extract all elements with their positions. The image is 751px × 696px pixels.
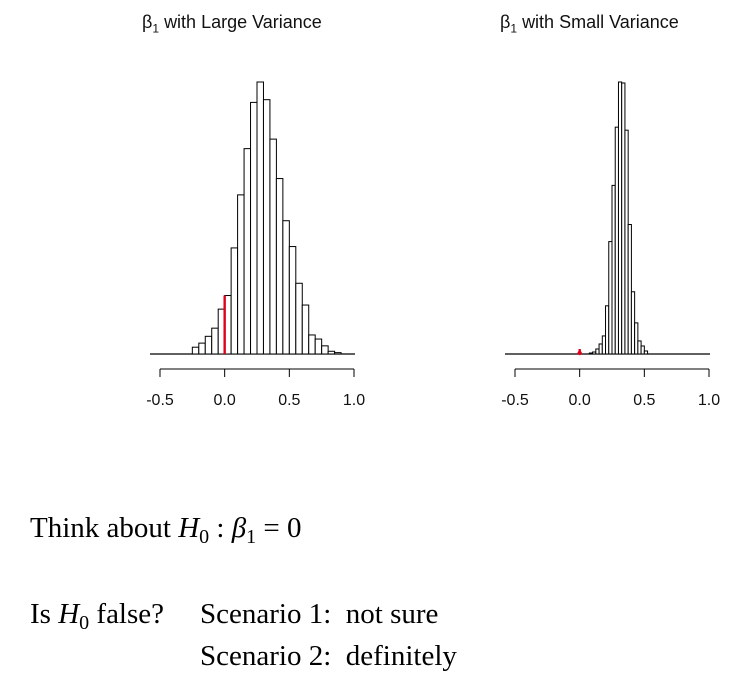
chart-title-small-variance: β1 with Small Variance (500, 12, 679, 36)
histogram-bar (243, 148, 252, 355)
hypothesis-line: Think about H0 : β1 = 0 (30, 512, 302, 549)
histogram-bar (295, 282, 303, 355)
beta1-symbol: β1 (231, 512, 256, 548)
title-text: with Small Variance (522, 12, 679, 32)
title-beta-symbol: β (142, 12, 153, 32)
equals-zero: = 0 (263, 512, 302, 544)
histogram-bar (262, 99, 271, 355)
title-beta-symbol: β (500, 12, 511, 32)
histogram-bar (314, 338, 323, 355)
colon: : (216, 512, 225, 544)
h-subscript: 0 (199, 526, 210, 548)
histogram-bar (275, 178, 284, 355)
histogram-bar (269, 138, 277, 355)
histogram-bar (327, 350, 336, 355)
h-subscript: 0 (79, 612, 90, 634)
hypothesis-prefix: Think about (30, 512, 171, 544)
x-tick-label: 1.0 (343, 392, 365, 409)
histogram-bar (334, 352, 342, 355)
question-line: Is H0 false? (30, 598, 164, 635)
h-letter: H (58, 598, 80, 630)
histogram-bar (191, 346, 200, 355)
x-tick-label: 1.0 (698, 392, 720, 409)
x-tick-label: 0.0 (214, 392, 236, 409)
histogram-bar (237, 194, 245, 355)
histogram-bar (634, 322, 639, 355)
histogram-bar (301, 304, 310, 355)
histogram-small-variance: -0.5 0.0 0.5 1.0 (501, 81, 720, 409)
histogram-large-variance: -0.5 0.0 0.5 1.0 (146, 81, 365, 409)
histogram-bar (627, 224, 632, 355)
h-letter: H (178, 512, 200, 544)
histogram-bar (211, 327, 219, 355)
histogram-bar (643, 350, 649, 355)
null-value-marker-dot (577, 350, 582, 356)
histogram-bar (230, 247, 239, 355)
histogram-bar (198, 342, 206, 355)
title-beta-subscript: 1 (152, 21, 160, 36)
x-tick-label: -0.5 (501, 392, 529, 409)
x-tick-label: 0.5 (278, 392, 300, 409)
x-tick-label: -0.5 (146, 392, 174, 409)
h0-symbol: H0 (58, 598, 89, 634)
question-prefix: Is (30, 598, 51, 630)
beta-subscript: 1 (246, 526, 257, 548)
histogram-bar (308, 334, 316, 355)
chart-title-large-variance: β1 with Large Variance (142, 12, 322, 36)
scenario-2-line: Scenario 2: definitely (200, 640, 457, 672)
histogram-bar (321, 345, 329, 355)
h0-symbol: H0 (178, 512, 209, 548)
histogram-bar (256, 81, 264, 355)
x-tick-label: 0.5 (633, 392, 655, 409)
scenario-1-line: Scenario 1: not sure (200, 598, 439, 630)
question-suffix: false? (96, 598, 165, 630)
histogram-bar (282, 220, 290, 355)
histogram-bar (288, 246, 297, 355)
x-tick-label: 0.0 (569, 392, 591, 409)
title-text: with Large Variance (164, 12, 322, 32)
histogram-bar (640, 345, 645, 355)
histogram-bar (250, 101, 258, 355)
beta-letter: β (231, 512, 247, 544)
histogram-bar (204, 335, 213, 355)
title-beta-subscript: 1 (510, 21, 518, 36)
